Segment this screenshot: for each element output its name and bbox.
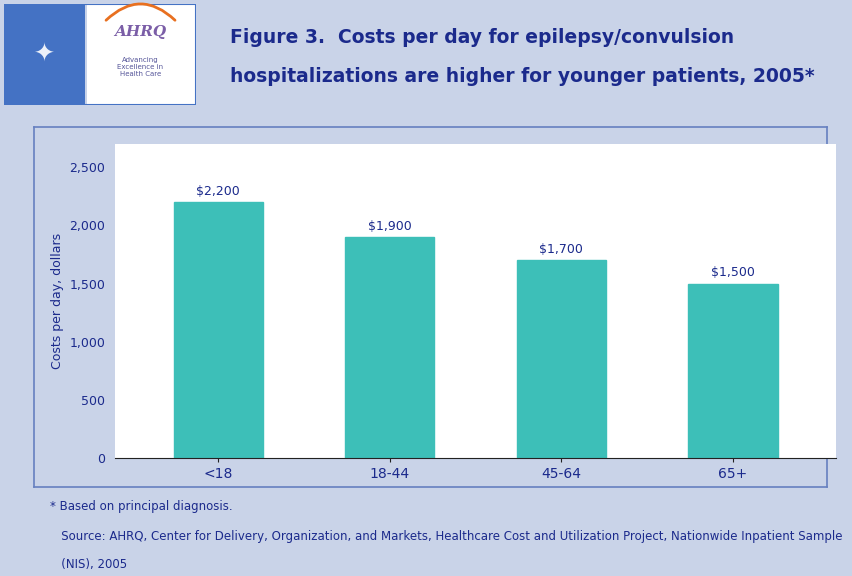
Y-axis label: Costs per day, dollars: Costs per day, dollars [51,233,64,369]
Bar [516,260,605,458]
Text: Figure 3.  Costs per day for epilepsy/convulsion: Figure 3. Costs per day for epilepsy/con… [230,28,734,47]
Bar [173,202,262,458]
FancyBboxPatch shape [4,4,85,105]
Bar [688,283,777,458]
Text: Source: AHRQ, Center for Delivery, Organization, and Markets, Healthcare Cost an: Source: AHRQ, Center for Delivery, Organ… [50,530,842,543]
Text: $1,500: $1,500 [711,267,754,279]
Text: $2,200: $2,200 [196,185,239,198]
Text: hospitalizations are higher for younger patients, 2005*: hospitalizations are higher for younger … [230,67,814,86]
Bar [345,237,434,458]
Text: $1,700: $1,700 [538,243,583,256]
Text: ✦: ✦ [34,43,55,66]
Text: AHRQ: AHRQ [114,25,166,39]
FancyBboxPatch shape [87,4,196,105]
Text: * Based on principal diagnosis.: * Based on principal diagnosis. [50,499,233,513]
Text: $1,900: $1,900 [367,220,412,233]
Text: Advancing
Excellence in
Health Care: Advancing Excellence in Health Care [118,56,164,77]
Text: (NIS), 2005: (NIS), 2005 [50,558,127,571]
